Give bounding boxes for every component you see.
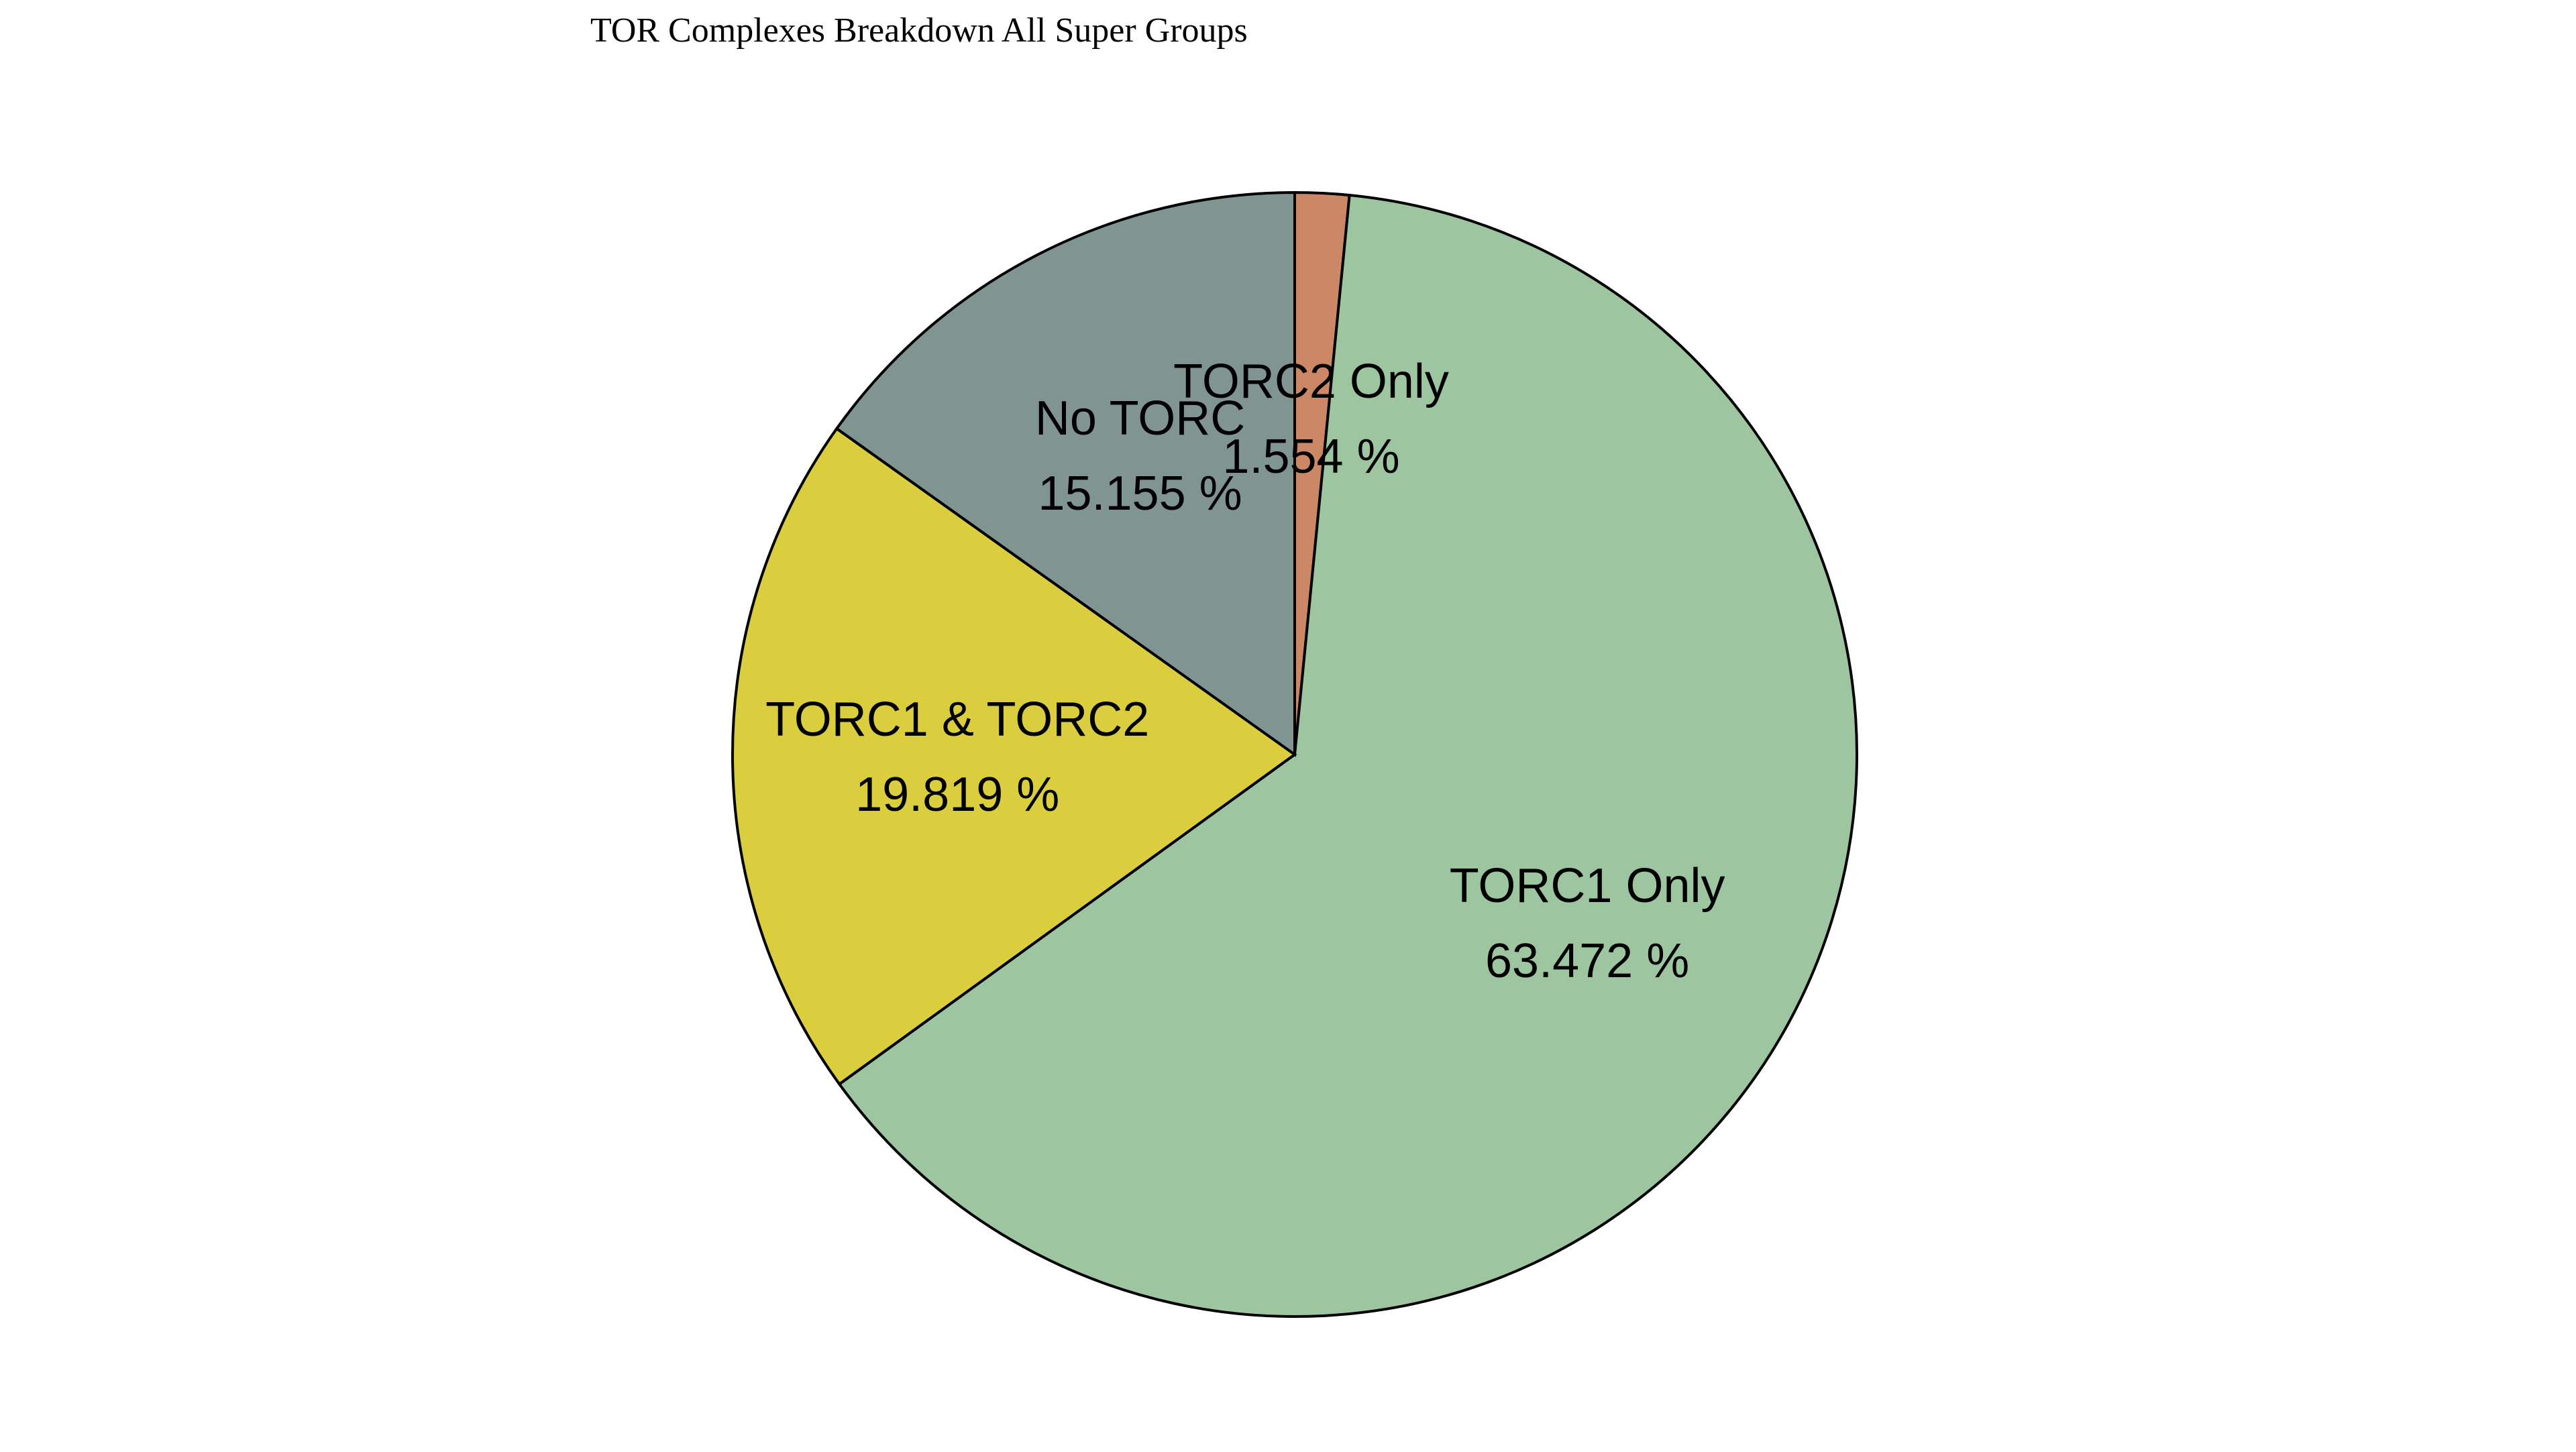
slice-label: No TORC — [1035, 392, 1245, 445]
pie-labels: TORC2 Only 1.554 % TORC1 Only 63.472 % TORC1… — [765, 355, 1725, 988]
slice-value-label: 15.155 % — [1038, 467, 1242, 520]
slice-label: TORC1 Only — [1450, 859, 1725, 913]
pie-slice-no-torc — [835, 190, 1296, 757]
pie-slice-torc1-torc2 — [731, 427, 1297, 1086]
pie-slices — [731, 190, 1858, 1318]
slice-label: TORC1 & TORC2 — [765, 693, 1149, 746]
pie-slice-torc1-only — [837, 193, 1858, 1318]
slice-label: TORC2 Only — [1173, 355, 1449, 408]
slice-value-label: 19.819 % — [855, 768, 1059, 822]
slice-value-label: 1.554 % — [1222, 430, 1399, 484]
chart-title: TOR Complexes Breakdown All Super Groups — [590, 11, 1248, 50]
slice-value-label: 63.472 % — [1485, 934, 1689, 988]
